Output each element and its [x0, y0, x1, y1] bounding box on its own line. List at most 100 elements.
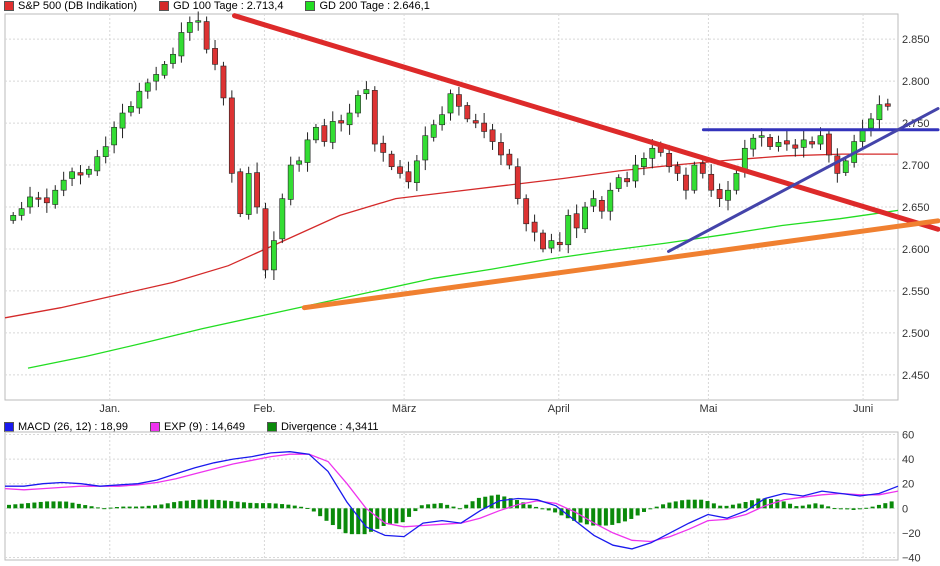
divergence-bar	[292, 505, 297, 509]
candle-body	[186, 22, 193, 33]
divergence-bar	[324, 508, 329, 521]
candle-body	[859, 129, 866, 142]
candle-body	[598, 199, 605, 212]
candle	[775, 135, 782, 152]
candle-body	[523, 198, 530, 225]
candle-body	[683, 174, 689, 191]
candle-body	[868, 118, 874, 129]
candle	[413, 154, 420, 192]
divergence-bar	[661, 504, 666, 509]
divergence-bar	[705, 501, 710, 509]
divergence-bar	[45, 501, 50, 509]
candle	[270, 231, 277, 281]
divergence-bar	[851, 508, 856, 510]
candle	[540, 229, 546, 253]
candle	[186, 16, 193, 41]
candle-body	[18, 208, 25, 216]
candle	[203, 16, 210, 54]
candle	[624, 171, 631, 187]
candle-body	[144, 82, 151, 92]
divergence-bar	[254, 503, 259, 509]
divergence-bar	[876, 504, 881, 509]
divergence-bar	[457, 508, 462, 510]
candle-body	[472, 120, 479, 124]
divergence-bar	[375, 508, 380, 529]
candle	[548, 233, 555, 254]
divergence-bar	[26, 503, 31, 509]
candle-body	[153, 74, 160, 82]
candle	[456, 87, 462, 116]
candle	[397, 160, 403, 179]
divergence-bar	[127, 506, 132, 509]
candle	[111, 121, 118, 154]
candle-body	[750, 137, 757, 150]
candle	[674, 161, 681, 181]
divergence-bar	[241, 502, 246, 509]
x-tick-label: März	[392, 403, 416, 415]
divergence-bar	[114, 507, 119, 509]
candle-body	[212, 48, 218, 65]
candle-body	[691, 164, 698, 191]
candle-body	[35, 197, 42, 200]
candle	[809, 136, 816, 149]
divergence-bar	[178, 501, 183, 509]
candle	[85, 165, 92, 178]
divergence-bar	[883, 503, 888, 509]
candle-body	[733, 173, 740, 191]
divergence-bar	[108, 507, 113, 509]
divergence-bar	[165, 503, 170, 509]
candle-body	[556, 241, 563, 246]
trendline-descending-resistance	[231, 13, 940, 232]
candle-body	[279, 198, 286, 240]
divergence-bar	[159, 504, 164, 509]
candle-body	[439, 114, 445, 126]
candle-body	[540, 232, 546, 250]
candle-body	[388, 153, 395, 168]
candle-body	[170, 53, 176, 64]
divergence-bar	[654, 506, 659, 509]
divergence-bar	[438, 503, 443, 509]
candle	[598, 196, 605, 219]
candle-body	[783, 140, 790, 145]
candle	[338, 114, 345, 132]
y-tick-label: 2.650	[902, 202, 930, 214]
macd-line	[5, 451, 899, 550]
candle	[430, 119, 437, 142]
candle	[279, 193, 286, 244]
y-tick-label: 2.600	[902, 244, 930, 256]
candle-body	[489, 129, 496, 142]
candle	[498, 133, 504, 166]
candle-body	[775, 142, 782, 147]
candle	[52, 185, 59, 209]
candle-body	[826, 133, 832, 156]
divergence-bar	[857, 508, 862, 510]
candle-body	[758, 135, 765, 138]
candle-body	[666, 152, 673, 168]
candle	[10, 212, 17, 224]
candle-body	[792, 144, 799, 149]
divergence-bar	[470, 501, 475, 509]
candle	[60, 171, 67, 197]
trendline-rising-support	[667, 107, 940, 253]
candle	[363, 81, 370, 100]
gd200-label: GD 200 Tage	[319, 0, 385, 12]
y-tick-label: 2.750	[902, 118, 930, 130]
candle-body	[632, 164, 639, 182]
candle-body	[456, 94, 462, 107]
price-legend: S&P 500 (DB Indikation) GD 100 Tage:2.71…	[4, 0, 448, 12]
candle-body	[228, 97, 235, 174]
divergence-bar	[483, 496, 488, 509]
candle-body	[708, 173, 715, 191]
macd-y-tick-label: 0	[902, 503, 908, 515]
divergence-bar	[521, 502, 526, 509]
candle	[800, 130, 807, 158]
candle	[245, 166, 252, 220]
legend-gd200: GD 200 Tage:2.646,1	[305, 0, 430, 12]
macd-label: MACD (26, 12)	[18, 421, 92, 433]
candle-body	[624, 178, 631, 183]
candle	[842, 157, 849, 176]
candle-body	[767, 137, 773, 147]
candle-body	[287, 164, 294, 200]
candle	[750, 133, 757, 157]
divergence-bar	[749, 500, 754, 509]
